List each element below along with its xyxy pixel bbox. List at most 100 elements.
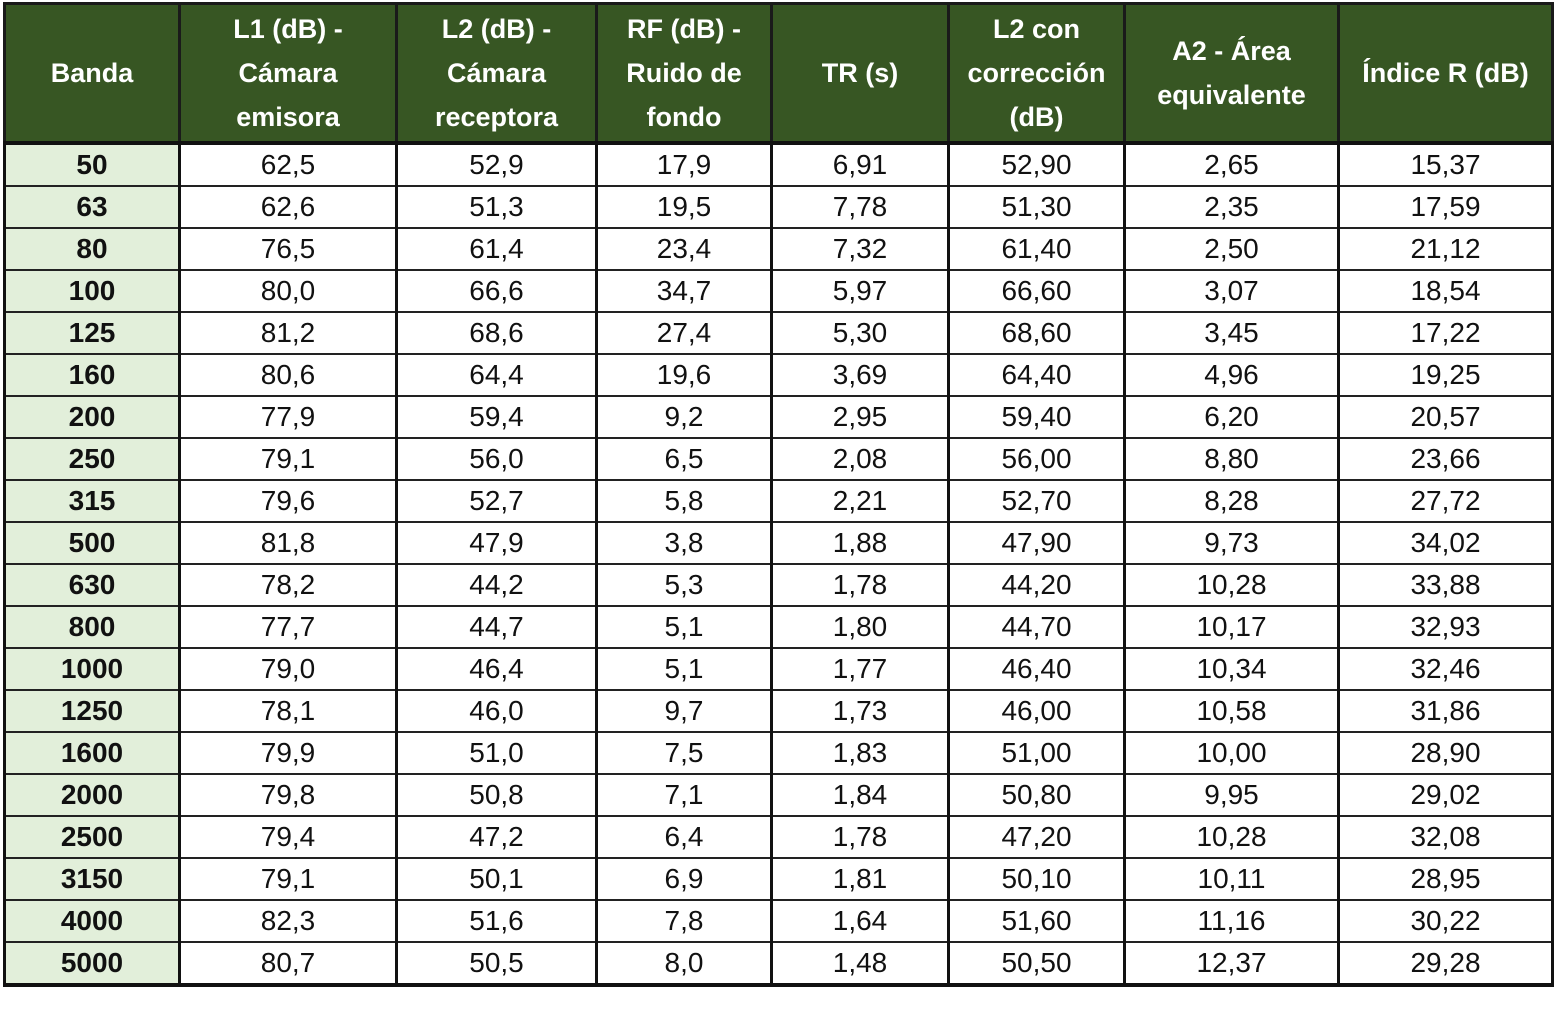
tr-cell: 2,21 — [770, 479, 950, 523]
a2-cell: 10,28 — [1123, 563, 1340, 607]
l2-corr-cell: 51,30 — [947, 185, 1126, 229]
rf-cell: 19,6 — [595, 353, 773, 397]
l2-corr-cell: 51,00 — [947, 731, 1126, 775]
table-row: 63 62,6 51,3 19,5 7,78 51,30 2,35 17,59 — [3, 185, 1554, 229]
l2-corr-cell: 46,40 — [947, 647, 1126, 691]
l2-cell: 47,2 — [395, 815, 598, 859]
table-row: 1000 79,0 46,4 5,1 1,77 46,40 10,34 32,46 — [3, 647, 1554, 691]
tr-cell: 1,80 — [770, 605, 950, 649]
rf-cell: 7,1 — [595, 773, 773, 817]
a2-cell: 8,28 — [1123, 479, 1340, 523]
tr-cell: 2,95 — [770, 395, 950, 439]
l2-cell: 52,9 — [395, 141, 598, 187]
band-cell: 1250 — [3, 689, 181, 733]
band-cell: 50 — [3, 141, 181, 187]
tr-cell: 7,78 — [770, 185, 950, 229]
table-body: 50 62,5 52,9 17,9 6,91 52,90 2,65 15,37 63 62,6 51… — [3, 141, 1554, 987]
rf-cell: 9,2 — [595, 395, 773, 439]
l2-corr-cell: 66,60 — [947, 269, 1126, 313]
l2-corr-cell: 51,60 — [947, 899, 1126, 943]
table-row: 5000 80,7 50,5 8,0 1,48 50,50 12,37 29,28 — [3, 941, 1554, 987]
l2-corr-cell: 61,40 — [947, 227, 1126, 271]
l2-corr-cell: 50,80 — [947, 773, 1126, 817]
l2-corr-cell: 46,00 — [947, 689, 1126, 733]
l1-cell: 80,6 — [178, 353, 398, 397]
indice-r-cell: 31,86 — [1337, 689, 1554, 733]
band-cell: 125 — [3, 311, 181, 355]
rf-cell: 27,4 — [595, 311, 773, 355]
a2-cell: 2,50 — [1123, 227, 1340, 271]
tr-cell: 3,69 — [770, 353, 950, 397]
l1-cell: 79,1 — [178, 857, 398, 901]
l2-corr-cell: 52,70 — [947, 479, 1126, 523]
rf-cell: 17,9 — [595, 141, 773, 187]
a2-cell: 10,11 — [1123, 857, 1340, 901]
rf-cell: 6,5 — [595, 437, 773, 481]
indice-r-cell: 30,22 — [1337, 899, 1554, 943]
a2-cell: 4,96 — [1123, 353, 1340, 397]
table-row: 4000 82,3 51,6 7,8 1,64 51,60 11,16 30,22 — [3, 899, 1554, 943]
table-row: 2000 79,8 50,8 7,1 1,84 50,80 9,95 29,02 — [3, 773, 1554, 817]
l2-corr-cell: 47,90 — [947, 521, 1126, 565]
l2-cell: 51,0 — [395, 731, 598, 775]
a2-cell: 10,28 — [1123, 815, 1340, 859]
band-cell: 1000 — [3, 647, 181, 691]
a2-cell: 10,34 — [1123, 647, 1340, 691]
a2-cell: 2,65 — [1123, 141, 1340, 187]
a2-cell: 10,58 — [1123, 689, 1340, 733]
rf-cell: 7,5 — [595, 731, 773, 775]
table-row: 200 77,9 59,4 9,2 2,95 59,40 6,20 20,57 — [3, 395, 1554, 439]
a2-cell: 11,16 — [1123, 899, 1340, 943]
l1-cell: 77,9 — [178, 395, 398, 439]
table-row: 50 62,5 52,9 17,9 6,91 52,90 2,65 15,37 — [3, 141, 1554, 187]
l1-cell: 62,6 — [178, 185, 398, 229]
table-row: 500 81,8 47,9 3,8 1,88 47,90 9,73 34,02 — [3, 521, 1554, 565]
band-cell: 2500 — [3, 815, 181, 859]
band-cell: 1600 — [3, 731, 181, 775]
data-table: Banda L1 (dB) - Cámara emisora L2 (dB) -… — [3, 2, 1554, 987]
indice-r-cell: 21,12 — [1337, 227, 1554, 271]
tr-cell: 1,84 — [770, 773, 950, 817]
band-cell: 80 — [3, 227, 181, 271]
band-cell: 200 — [3, 395, 181, 439]
header-a2: A2 - Área equivalente — [1123, 2, 1340, 145]
a2-cell: 3,45 — [1123, 311, 1340, 355]
header-l2-corr: L2 con corrección (dB) — [947, 2, 1126, 145]
indice-r-cell: 29,02 — [1337, 773, 1554, 817]
header-tr: TR (s) — [770, 2, 950, 145]
rf-cell: 5,8 — [595, 479, 773, 523]
l1-cell: 81,2 — [178, 311, 398, 355]
table-row: 315 79,6 52,7 5,8 2,21 52,70 8,28 27,72 — [3, 479, 1554, 523]
tr-cell: 7,32 — [770, 227, 950, 271]
tr-cell: 1,64 — [770, 899, 950, 943]
l2-cell: 46,4 — [395, 647, 598, 691]
l2-cell: 50,5 — [395, 941, 598, 987]
l2-cell: 52,7 — [395, 479, 598, 523]
a2-cell: 9,73 — [1123, 521, 1340, 565]
l2-corr-cell: 50,10 — [947, 857, 1126, 901]
l1-cell: 79,6 — [178, 479, 398, 523]
l1-cell: 80,0 — [178, 269, 398, 313]
a2-cell: 10,00 — [1123, 731, 1340, 775]
tr-cell: 2,08 — [770, 437, 950, 481]
rf-cell: 34,7 — [595, 269, 773, 313]
table-row: 125 81,2 68,6 27,4 5,30 68,60 3,45 17,22 — [3, 311, 1554, 355]
table-row: 100 80,0 66,6 34,7 5,97 66,60 3,07 18,54 — [3, 269, 1554, 313]
l2-cell: 56,0 — [395, 437, 598, 481]
table-row: 3150 79,1 50,1 6,9 1,81 50,10 10,11 28,95 — [3, 857, 1554, 901]
rf-cell: 23,4 — [595, 227, 773, 271]
indice-r-cell: 32,46 — [1337, 647, 1554, 691]
l1-cell: 81,8 — [178, 521, 398, 565]
tr-cell: 1,78 — [770, 563, 950, 607]
l2-cell: 68,6 — [395, 311, 598, 355]
band-cell: 500 — [3, 521, 181, 565]
a2-cell: 12,37 — [1123, 941, 1340, 987]
rf-cell: 8,0 — [595, 941, 773, 987]
table-row: 1250 78,1 46,0 9,7 1,73 46,00 10,58 31,86 — [3, 689, 1554, 733]
table-row: 2500 79,4 47,2 6,4 1,78 47,20 10,28 32,08 — [3, 815, 1554, 859]
tr-cell: 5,30 — [770, 311, 950, 355]
indice-r-cell: 17,22 — [1337, 311, 1554, 355]
indice-r-cell: 28,90 — [1337, 731, 1554, 775]
l2-cell: 50,8 — [395, 773, 598, 817]
l2-corr-cell: 56,00 — [947, 437, 1126, 481]
